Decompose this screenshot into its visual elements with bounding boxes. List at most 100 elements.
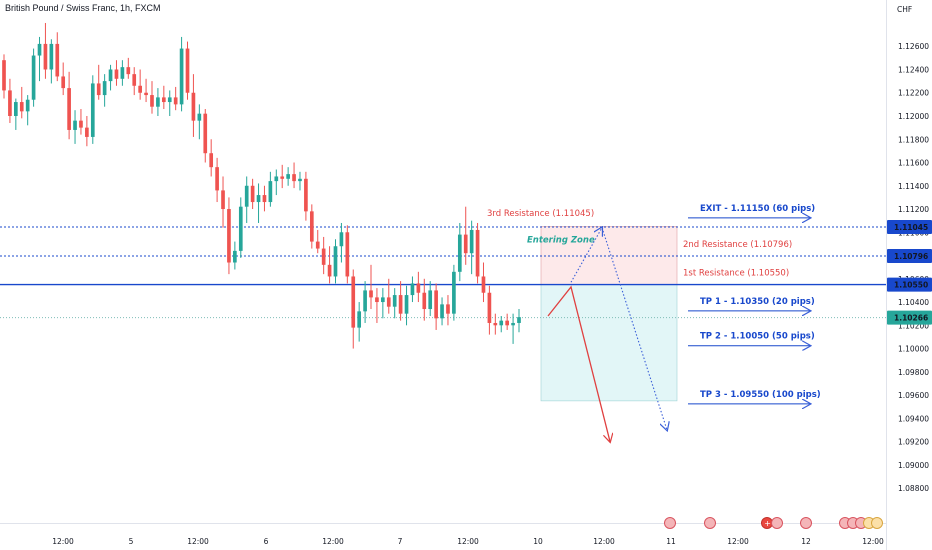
price-tag-label: 1.10796 bbox=[894, 252, 928, 261]
candle-body bbox=[463, 234, 468, 254]
candle-body bbox=[150, 95, 154, 107]
candle-body bbox=[256, 195, 261, 203]
resistance-3-label: 3rd Resistance (1.11045) bbox=[487, 209, 594, 219]
y-tick-label: 1.10000 bbox=[898, 345, 929, 354]
y-tick-label: 1.10200 bbox=[898, 321, 929, 330]
x-tick-label: 12:00 bbox=[52, 537, 74, 546]
tp1-label: TP 1 - 1.10350 (20 pips) bbox=[700, 297, 815, 307]
event-icons[interactable]: + bbox=[664, 517, 883, 529]
candle-body bbox=[14, 102, 18, 116]
x-tick-label: 12 bbox=[801, 537, 811, 546]
candle-body bbox=[274, 176, 279, 182]
candle-body bbox=[90, 83, 95, 137]
candle-body bbox=[167, 97, 172, 103]
y-tick-label: 1.12000 bbox=[898, 112, 929, 121]
y-tick-label: 1.12400 bbox=[898, 65, 929, 74]
candle-body bbox=[144, 92, 148, 96]
candle-body bbox=[114, 69, 119, 79]
candle-body bbox=[481, 276, 486, 293]
candle-body bbox=[67, 88, 71, 130]
entering-zone-label: Entering Zone bbox=[527, 235, 595, 245]
price-tag bbox=[887, 277, 932, 292]
candle-body bbox=[457, 234, 462, 272]
candle-body bbox=[493, 322, 498, 326]
candle-body bbox=[102, 81, 107, 96]
candle-body bbox=[173, 97, 178, 105]
candle-body bbox=[233, 250, 237, 263]
x-tick-label: 12:00 bbox=[457, 537, 479, 546]
candle-body bbox=[363, 290, 367, 312]
candle-body bbox=[440, 304, 444, 319]
x-axis: 12:00 5 12:00 6 12:00 7 12:00 10 12:00 11 12:00 12 1… bbox=[52, 537, 884, 546]
candle-body bbox=[108, 69, 113, 82]
price-tag-label: 1.10550 bbox=[894, 281, 928, 290]
candle-body bbox=[138, 85, 142, 93]
candle-body bbox=[197, 113, 202, 121]
x-tick-label: 12:00 bbox=[187, 537, 209, 546]
candle-body bbox=[517, 317, 521, 323]
candle-body bbox=[19, 102, 24, 112]
y-tick-label: 1.10400 bbox=[898, 298, 929, 307]
candle-body bbox=[386, 297, 391, 307]
candle-body bbox=[179, 48, 184, 105]
price-tag bbox=[887, 310, 932, 325]
y-axis: 1.12600 1.12400 1.12200 1.12000 1.11800 1.116… bbox=[898, 42, 929, 493]
projected-drop-arrow bbox=[601, 227, 667, 430]
candle-body bbox=[511, 322, 515, 326]
exit-label: EXIT - 1.11150 (60 pips) bbox=[700, 204, 815, 214]
candle-body bbox=[2, 60, 6, 91]
candle-body bbox=[244, 185, 249, 207]
candle-body bbox=[280, 176, 285, 179]
candle-body bbox=[191, 92, 196, 121]
event-icon[interactable] bbox=[771, 517, 783, 529]
candle-body bbox=[43, 43, 48, 70]
x-tick-label: 11 bbox=[666, 537, 676, 546]
x-tick-label: 5 bbox=[129, 537, 134, 546]
bearish-path-arrow bbox=[547, 285, 610, 442]
candle-body bbox=[31, 55, 36, 100]
candle-body bbox=[434, 290, 438, 319]
candle-body bbox=[475, 229, 480, 277]
candle-body bbox=[416, 283, 421, 293]
candle-body bbox=[398, 295, 403, 314]
x-tick-label: 12:00 bbox=[862, 537, 884, 546]
trade-zones bbox=[540, 226, 678, 402]
candle-body bbox=[404, 295, 409, 314]
currency-label: CHF bbox=[897, 5, 912, 14]
candle-body bbox=[422, 292, 427, 310]
y-tick-label: 1.11800 bbox=[898, 135, 929, 144]
event-icon[interactable] bbox=[664, 517, 676, 529]
candle-body bbox=[203, 113, 208, 154]
y-tick-label: 1.09600 bbox=[898, 391, 929, 400]
candle-body bbox=[61, 76, 66, 89]
event-icon[interactable] bbox=[704, 517, 716, 529]
x-tick-label: 7 bbox=[398, 537, 403, 546]
candle-body bbox=[55, 43, 60, 77]
x-tick-label: 12:00 bbox=[322, 537, 344, 546]
candle-body bbox=[85, 127, 89, 137]
candle-body bbox=[298, 178, 302, 182]
resistance-1-label: 1st Resistance (1.10550) bbox=[683, 269, 789, 279]
candle-body bbox=[357, 311, 362, 328]
y-tick-label: 1.11400 bbox=[898, 182, 929, 191]
price-tag-label: 1.10266 bbox=[894, 314, 928, 323]
candle-body bbox=[96, 83, 101, 96]
candle-body bbox=[185, 48, 190, 93]
x-tick-label: 10 bbox=[533, 537, 543, 546]
candle-body bbox=[375, 297, 379, 303]
candle-body bbox=[292, 174, 296, 182]
event-icon[interactable] bbox=[871, 517, 883, 529]
candle-body bbox=[268, 181, 273, 203]
candle-body bbox=[25, 99, 30, 112]
candle-body bbox=[126, 67, 131, 75]
event-icon[interactable] bbox=[800, 517, 812, 529]
y-tick-label: 1.09000 bbox=[898, 461, 929, 470]
candle-body bbox=[452, 271, 456, 314]
candle-body bbox=[161, 97, 166, 103]
y-tick-label: 1.09200 bbox=[898, 438, 929, 447]
target-zone bbox=[540, 284, 678, 402]
candle-body bbox=[392, 295, 397, 307]
y-tick-label: 1.08800 bbox=[898, 484, 929, 493]
candle-body bbox=[327, 264, 332, 277]
